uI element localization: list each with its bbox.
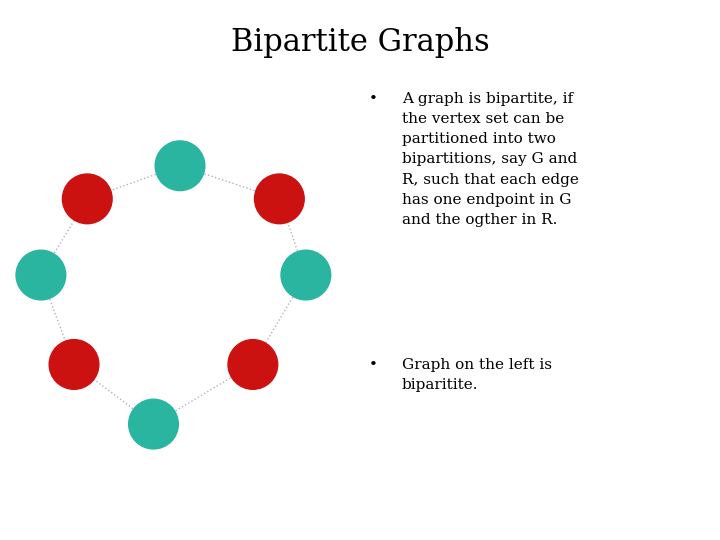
Text: Graph on the left is
biparitite.: Graph on the left is biparitite. — [402, 358, 552, 392]
Circle shape — [228, 340, 278, 389]
Circle shape — [63, 174, 112, 224]
Circle shape — [16, 250, 66, 300]
Circle shape — [49, 340, 99, 389]
Circle shape — [129, 399, 179, 449]
Text: •: • — [369, 92, 377, 106]
Text: A graph is bipartite, if
the vertex set can be
partitioned into two
bipartitions: A graph is bipartite, if the vertex set … — [402, 92, 579, 227]
Circle shape — [255, 174, 305, 224]
Text: Bipartite Graphs: Bipartite Graphs — [230, 27, 490, 58]
Text: •: • — [369, 358, 377, 372]
Circle shape — [281, 250, 330, 300]
Circle shape — [156, 141, 205, 191]
